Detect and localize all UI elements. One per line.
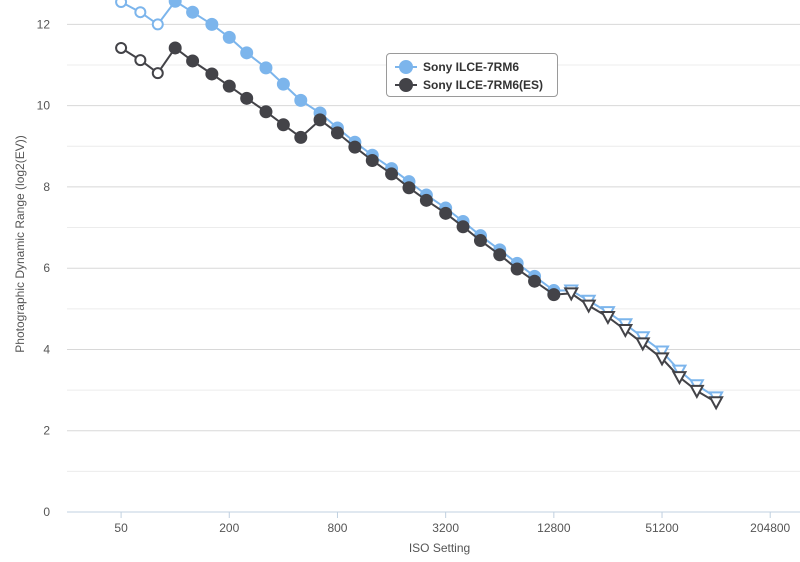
series-line-1 xyxy=(120,0,717,399)
y-tick-label: 0 xyxy=(43,505,50,519)
data-point-2 xyxy=(654,352,670,367)
y-tick-label: 10 xyxy=(37,99,51,113)
data-point-1 xyxy=(186,5,200,19)
data-point-2 xyxy=(222,79,236,93)
legend-label-series2: Sony ILCE-7RM6(ES) xyxy=(423,78,544,92)
data-point-2 xyxy=(313,113,327,127)
data-point-2 xyxy=(580,299,597,314)
data-point-2 xyxy=(205,67,219,81)
data-point-1 xyxy=(205,17,219,31)
legend-marker-series1 xyxy=(395,60,417,74)
legend-item-sony-ilce-7rm6-es[interactable]: Sony ILCE-7RM6(ES) xyxy=(395,76,549,94)
x-tick-label: 3200 xyxy=(432,521,459,535)
series-plot xyxy=(115,0,724,411)
data-point-2 xyxy=(385,167,399,181)
data-point-1 xyxy=(259,61,273,75)
data-point-2 xyxy=(510,262,524,276)
legend-item-sony-ilce-7rm6[interactable]: Sony ILCE-7RM6 xyxy=(395,58,549,76)
data-point-2 xyxy=(671,371,688,386)
data-point-2 xyxy=(402,181,416,195)
x-axis-title: ISO Setting xyxy=(409,541,470,555)
data-point-2 xyxy=(419,193,433,207)
x-tick-label: 200 xyxy=(219,521,239,535)
data-point-2 xyxy=(151,67,164,80)
y-tick-label: 2 xyxy=(43,424,50,438)
axes: 0 2 4 6 8 10 12 50 200 800 3200 12800 51200 204800 xyxy=(37,17,800,535)
data-point-1 xyxy=(134,6,147,19)
data-point-2 xyxy=(115,41,128,54)
data-point-1 xyxy=(654,345,670,360)
y-tick-label: 8 xyxy=(43,180,50,194)
x-tick-label: 50 xyxy=(114,521,128,535)
data-point-1 xyxy=(240,46,254,60)
data-point-2 xyxy=(330,126,344,140)
data-point-2 xyxy=(259,105,273,119)
data-point-2 xyxy=(168,41,182,55)
legend-label-series1: Sony ILCE-7RM6 xyxy=(423,60,520,74)
data-point-1 xyxy=(222,30,236,44)
data-point-2 xyxy=(134,54,147,67)
y-axis-title: Photographic Dynamic Range (log2(EV)) xyxy=(13,135,27,352)
legend-marker-series2 xyxy=(395,78,417,92)
data-point-1 xyxy=(671,364,688,379)
x-tick-label: 800 xyxy=(327,521,347,535)
y-tick-label: 6 xyxy=(43,261,50,275)
data-point-2 xyxy=(708,396,724,411)
data-point-2 xyxy=(456,220,470,234)
data-point-1 xyxy=(294,93,308,107)
data-point-2 xyxy=(635,337,651,352)
data-point-2 xyxy=(365,154,379,168)
data-point-2 xyxy=(276,118,290,132)
data-point-2 xyxy=(689,384,705,399)
data-point-2 xyxy=(617,323,634,339)
x-tick-label: 51200 xyxy=(645,521,679,535)
data-point-2 xyxy=(563,287,579,302)
data-point-2 xyxy=(528,274,542,288)
data-point-2 xyxy=(473,234,487,248)
data-point-2 xyxy=(493,248,507,262)
data-point-2 xyxy=(547,288,561,302)
data-point-2 xyxy=(186,54,200,68)
data-point-2 xyxy=(240,91,254,105)
data-point-2 xyxy=(294,130,308,144)
x-tick-label: 204800 xyxy=(750,521,790,535)
data-point-1 xyxy=(168,0,182,8)
y-tick-label: 4 xyxy=(43,342,50,356)
data-point-2 xyxy=(439,206,453,220)
data-point-1 xyxy=(151,18,164,31)
data-point-2 xyxy=(600,310,616,326)
data-point-2 xyxy=(348,140,362,154)
data-point-1 xyxy=(276,77,290,91)
x-tick-label: 12800 xyxy=(537,521,571,535)
y-tick-label: 12 xyxy=(37,17,51,31)
chart-legend: Sony ILCE-7RM6 Sony ILCE-7RM6(ES) xyxy=(386,53,558,97)
series-line-2 xyxy=(120,46,717,404)
data-point-1 xyxy=(115,0,128,9)
